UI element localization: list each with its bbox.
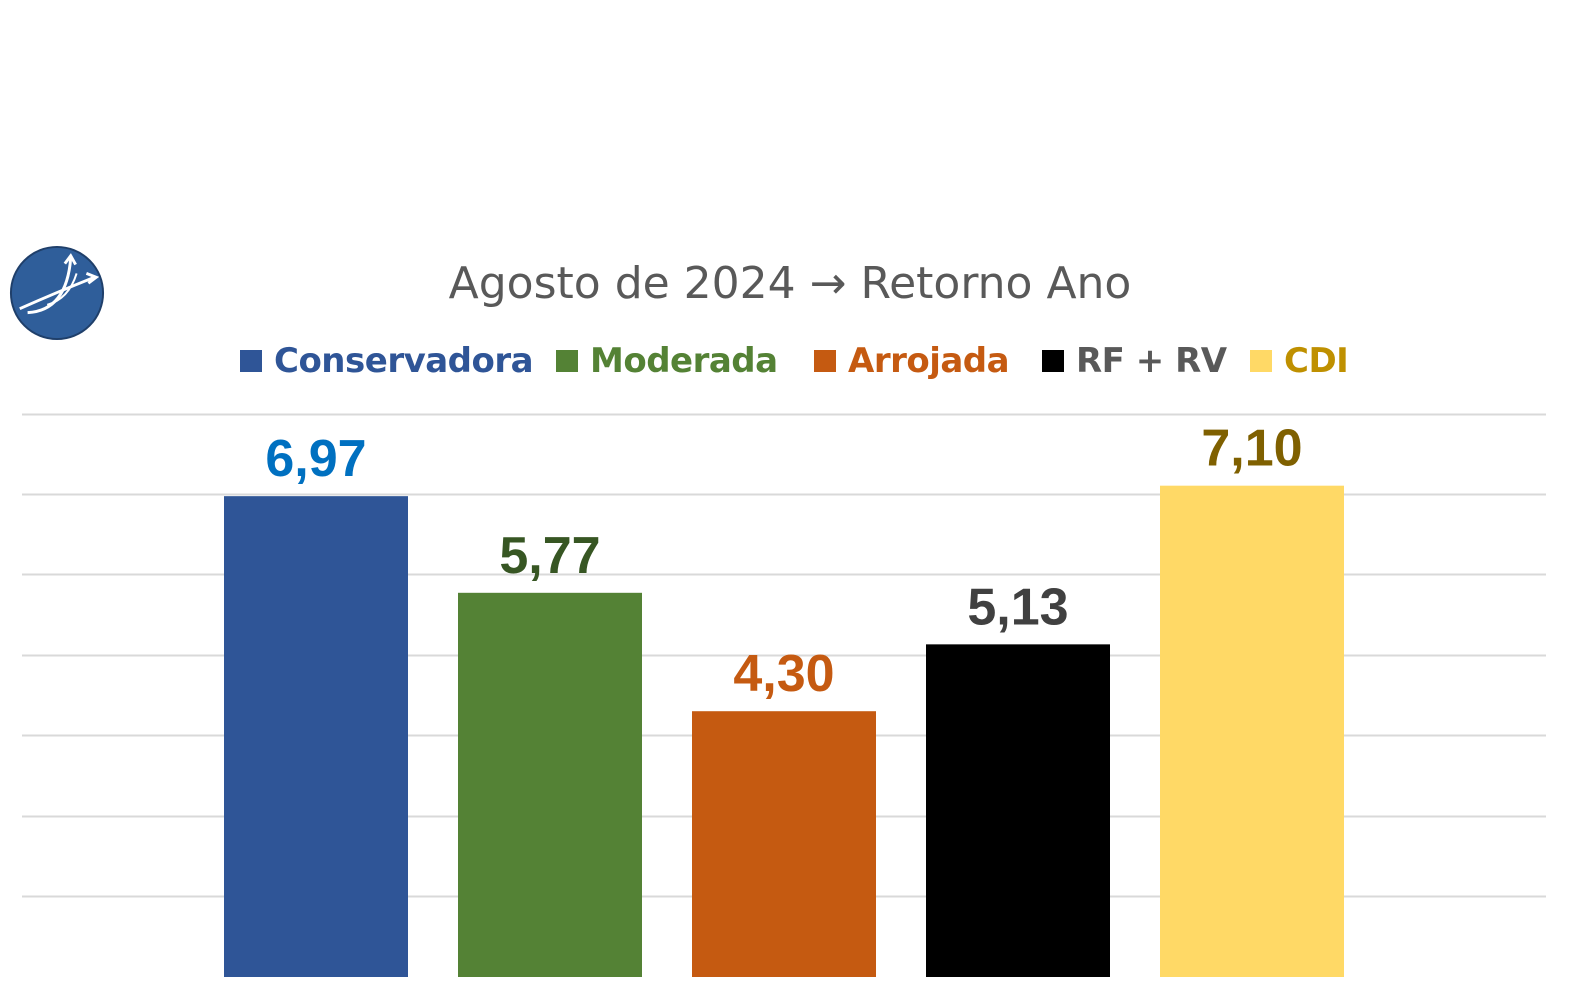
legend-label: RF + RV — [1076, 341, 1227, 381]
chart-title: Agosto de 2024 → Retorno Ano — [448, 258, 1132, 309]
legend-item: Arrojada — [814, 338, 1010, 384]
legend-label: Moderada — [590, 341, 778, 381]
bar — [926, 644, 1110, 977]
legend-label: Conservadora — [274, 341, 534, 381]
legend-swatch — [556, 350, 578, 372]
legend-item: Moderada — [556, 338, 778, 384]
legend-swatch — [814, 350, 836, 372]
logo-icon — [9, 245, 105, 341]
data-label: 4,30 — [733, 645, 834, 703]
legend-item: Conservadora — [240, 338, 534, 384]
bar — [1160, 485, 1344, 977]
bar — [692, 711, 876, 977]
legend-swatch — [240, 350, 262, 372]
legend-label: CDI — [1284, 341, 1349, 381]
bar — [224, 496, 408, 977]
legend-swatch — [1042, 350, 1064, 372]
chart-legend: Conservadora Moderada Arrojada RF + RV CDI — [0, 338, 1580, 384]
data-label: 5,77 — [499, 527, 600, 585]
legend-item: CDI — [1250, 338, 1349, 384]
legend-item: RF + RV — [1042, 338, 1227, 384]
legend-label: Arrojada — [848, 341, 1010, 381]
legend-swatch — [1250, 350, 1272, 372]
data-label: 7,10 — [1201, 420, 1302, 478]
data-label: 6,97 — [265, 430, 366, 488]
bar — [458, 592, 642, 977]
data-label: 5,13 — [967, 578, 1068, 636]
